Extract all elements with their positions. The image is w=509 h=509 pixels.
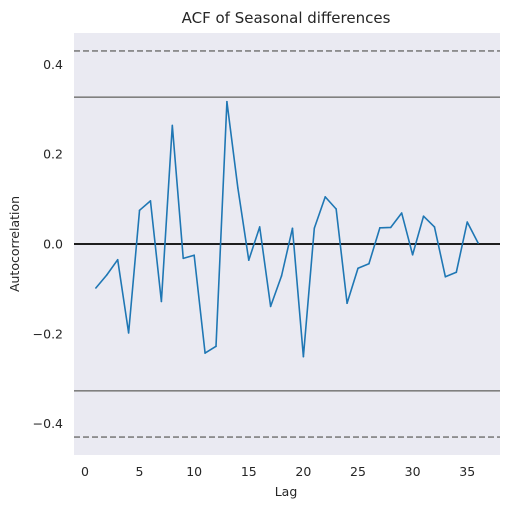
acf-point xyxy=(313,227,316,230)
x-tick-label: 20 xyxy=(295,464,311,479)
acf-point xyxy=(335,208,337,210)
y-tick-label: 0.0 xyxy=(43,237,63,252)
acf-point xyxy=(357,267,359,270)
y-tick-label: −0.4 xyxy=(33,416,63,431)
acf-point xyxy=(422,215,425,217)
acf-point xyxy=(455,271,458,274)
acf-point xyxy=(324,196,327,198)
acf-point xyxy=(302,355,305,358)
acf-point xyxy=(105,274,108,276)
acf-series-line xyxy=(95,100,479,358)
x-tick-label: 0 xyxy=(81,464,89,479)
acf-point xyxy=(226,100,228,103)
chart-title: ACF of Seasonal differences xyxy=(182,9,391,27)
x-axis-ticks: 0 5 10 15 20 25 30 35 xyxy=(81,464,475,479)
y-axis-label: Autocorrelation xyxy=(7,196,22,292)
acf-point xyxy=(160,300,163,303)
acf-point xyxy=(433,226,436,228)
reference-lines xyxy=(74,50,500,438)
x-tick-label: 30 xyxy=(405,464,421,479)
acf-point xyxy=(95,287,97,289)
y-axis-ticks: −0.4 −0.2 0.0 0.2 0.4 xyxy=(33,57,63,431)
acf-point xyxy=(466,221,469,223)
x-tick-label: 35 xyxy=(459,464,475,479)
acf-point xyxy=(138,209,141,212)
x-tick-label: 5 xyxy=(136,464,144,479)
x-tick-label: 10 xyxy=(186,464,202,479)
acf-point xyxy=(171,124,174,127)
acf-point xyxy=(400,212,403,214)
acf-point xyxy=(269,305,272,308)
acf-point xyxy=(444,275,447,278)
acf-point xyxy=(193,254,195,257)
acf-point xyxy=(411,253,414,256)
x-tick-label: 15 xyxy=(241,464,257,479)
y-tick-label: 0.4 xyxy=(43,57,63,72)
acf-point xyxy=(204,352,206,354)
acf-point xyxy=(127,332,130,334)
acf-point xyxy=(247,259,250,261)
acf-point xyxy=(280,275,283,277)
acf-point xyxy=(389,226,392,229)
y-tick-label: 0.2 xyxy=(43,147,63,162)
acf-point xyxy=(346,302,348,305)
acf-point xyxy=(477,242,479,244)
x-tick-label: 25 xyxy=(350,464,366,479)
acf-point xyxy=(149,200,152,202)
acf-point xyxy=(258,226,261,228)
y-tick-label: −0.2 xyxy=(33,326,63,341)
acf-point xyxy=(379,227,381,229)
x-axis-label: Lag xyxy=(275,484,298,499)
acf-point xyxy=(215,345,217,348)
series-layer xyxy=(95,100,479,358)
acf-point xyxy=(182,257,185,260)
acf-point xyxy=(116,258,119,261)
acf-point xyxy=(291,227,294,230)
acf-point xyxy=(368,262,370,265)
acf-point xyxy=(237,187,239,189)
